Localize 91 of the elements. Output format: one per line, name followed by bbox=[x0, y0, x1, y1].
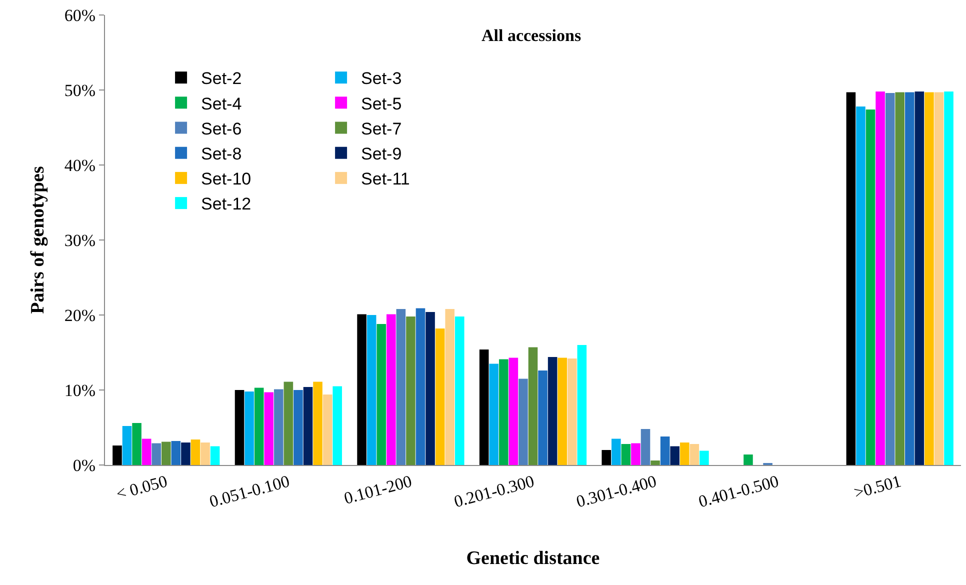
text: All accessions bbox=[481, 26, 582, 46]
bar bbox=[885, 93, 895, 465]
legend-label: Set-5 bbox=[361, 94, 402, 114]
bar bbox=[577, 345, 587, 465]
bar bbox=[944, 92, 954, 465]
bar bbox=[426, 312, 435, 465]
bar bbox=[518, 378, 528, 465]
bar bbox=[406, 316, 416, 465]
bar bbox=[602, 450, 612, 465]
y-tick-label: 30% bbox=[64, 230, 96, 250]
bar bbox=[567, 358, 577, 465]
bar bbox=[234, 390, 244, 465]
y-tick-label: 60% bbox=[64, 6, 96, 25]
bar bbox=[558, 358, 567, 465]
x-tick-label: >0.501 bbox=[852, 472, 904, 502]
y-axis-title: Pairs of genotypes bbox=[27, 166, 48, 314]
y-tick-label: 40% bbox=[64, 156, 96, 175]
bar bbox=[690, 444, 700, 465]
bar bbox=[508, 358, 518, 465]
legend-label: Set-6 bbox=[201, 119, 242, 138]
bar bbox=[416, 308, 426, 465]
bar bbox=[640, 429, 650, 465]
bar bbox=[479, 350, 489, 465]
bar bbox=[660, 436, 670, 465]
bar bbox=[200, 442, 210, 465]
bar bbox=[303, 387, 313, 465]
bar bbox=[445, 309, 454, 465]
bar bbox=[435, 328, 445, 465]
bar bbox=[132, 423, 142, 465]
legend-label: Set-8 bbox=[201, 144, 242, 164]
bar bbox=[454, 316, 464, 465]
bar bbox=[895, 92, 904, 465]
bar bbox=[152, 443, 162, 465]
bar bbox=[904, 92, 914, 465]
legend-label: Set-3 bbox=[361, 69, 402, 88]
legend-label: Set-4 bbox=[201, 94, 242, 114]
legend-label: Set-9 bbox=[361, 144, 402, 164]
bar bbox=[528, 347, 538, 465]
bar bbox=[856, 106, 866, 465]
bar bbox=[650, 460, 660, 465]
y-tick-label: 10% bbox=[64, 380, 96, 400]
bar bbox=[357, 314, 366, 465]
x-tick-label: 0.101-200 bbox=[342, 472, 414, 508]
bar bbox=[244, 392, 254, 465]
bar bbox=[112, 446, 122, 465]
bar bbox=[171, 441, 181, 465]
bar bbox=[489, 364, 499, 465]
bar bbox=[376, 324, 386, 465]
bar bbox=[313, 382, 322, 465]
bar bbox=[322, 394, 332, 465]
bar bbox=[264, 392, 274, 465]
bar bbox=[122, 426, 132, 465]
bar bbox=[631, 443, 640, 465]
x-axis-title: Genetic distance bbox=[466, 548, 600, 570]
legend-label: Set-11 bbox=[361, 170, 410, 189]
bar bbox=[621, 444, 631, 465]
bar bbox=[914, 92, 924, 465]
bar bbox=[700, 450, 709, 465]
bar bbox=[366, 315, 376, 465]
legend-label: Set-7 bbox=[361, 119, 402, 138]
x-tick-label: < 0.050 bbox=[114, 472, 170, 504]
bar bbox=[210, 446, 220, 465]
legend-label: Set-12 bbox=[201, 194, 252, 214]
bar bbox=[142, 438, 152, 465]
bar bbox=[548, 357, 558, 465]
bar bbox=[680, 442, 690, 465]
bar bbox=[934, 92, 944, 465]
bar bbox=[846, 92, 856, 465]
bar bbox=[284, 382, 294, 465]
bar bbox=[332, 386, 342, 465]
legend-label: Set-10 bbox=[201, 170, 252, 189]
y-tick-label: 50% bbox=[64, 80, 96, 100]
bar bbox=[162, 442, 171, 465]
bar bbox=[670, 446, 680, 465]
bar bbox=[866, 110, 876, 465]
bar bbox=[274, 389, 284, 465]
legend-label: Set-2 bbox=[201, 69, 242, 88]
y-tick-label: 20% bbox=[64, 306, 96, 325]
y-tick-label: 0% bbox=[72, 456, 96, 475]
bar bbox=[396, 309, 406, 465]
bar bbox=[538, 370, 548, 465]
bar bbox=[386, 314, 396, 465]
bar bbox=[499, 359, 508, 465]
bar bbox=[294, 390, 303, 465]
bar bbox=[744, 454, 753, 465]
bar bbox=[924, 92, 934, 465]
bar bbox=[254, 388, 264, 465]
bar bbox=[612, 438, 621, 465]
bar bbox=[876, 92, 885, 465]
bar bbox=[181, 442, 190, 465]
bar bbox=[190, 440, 200, 465]
